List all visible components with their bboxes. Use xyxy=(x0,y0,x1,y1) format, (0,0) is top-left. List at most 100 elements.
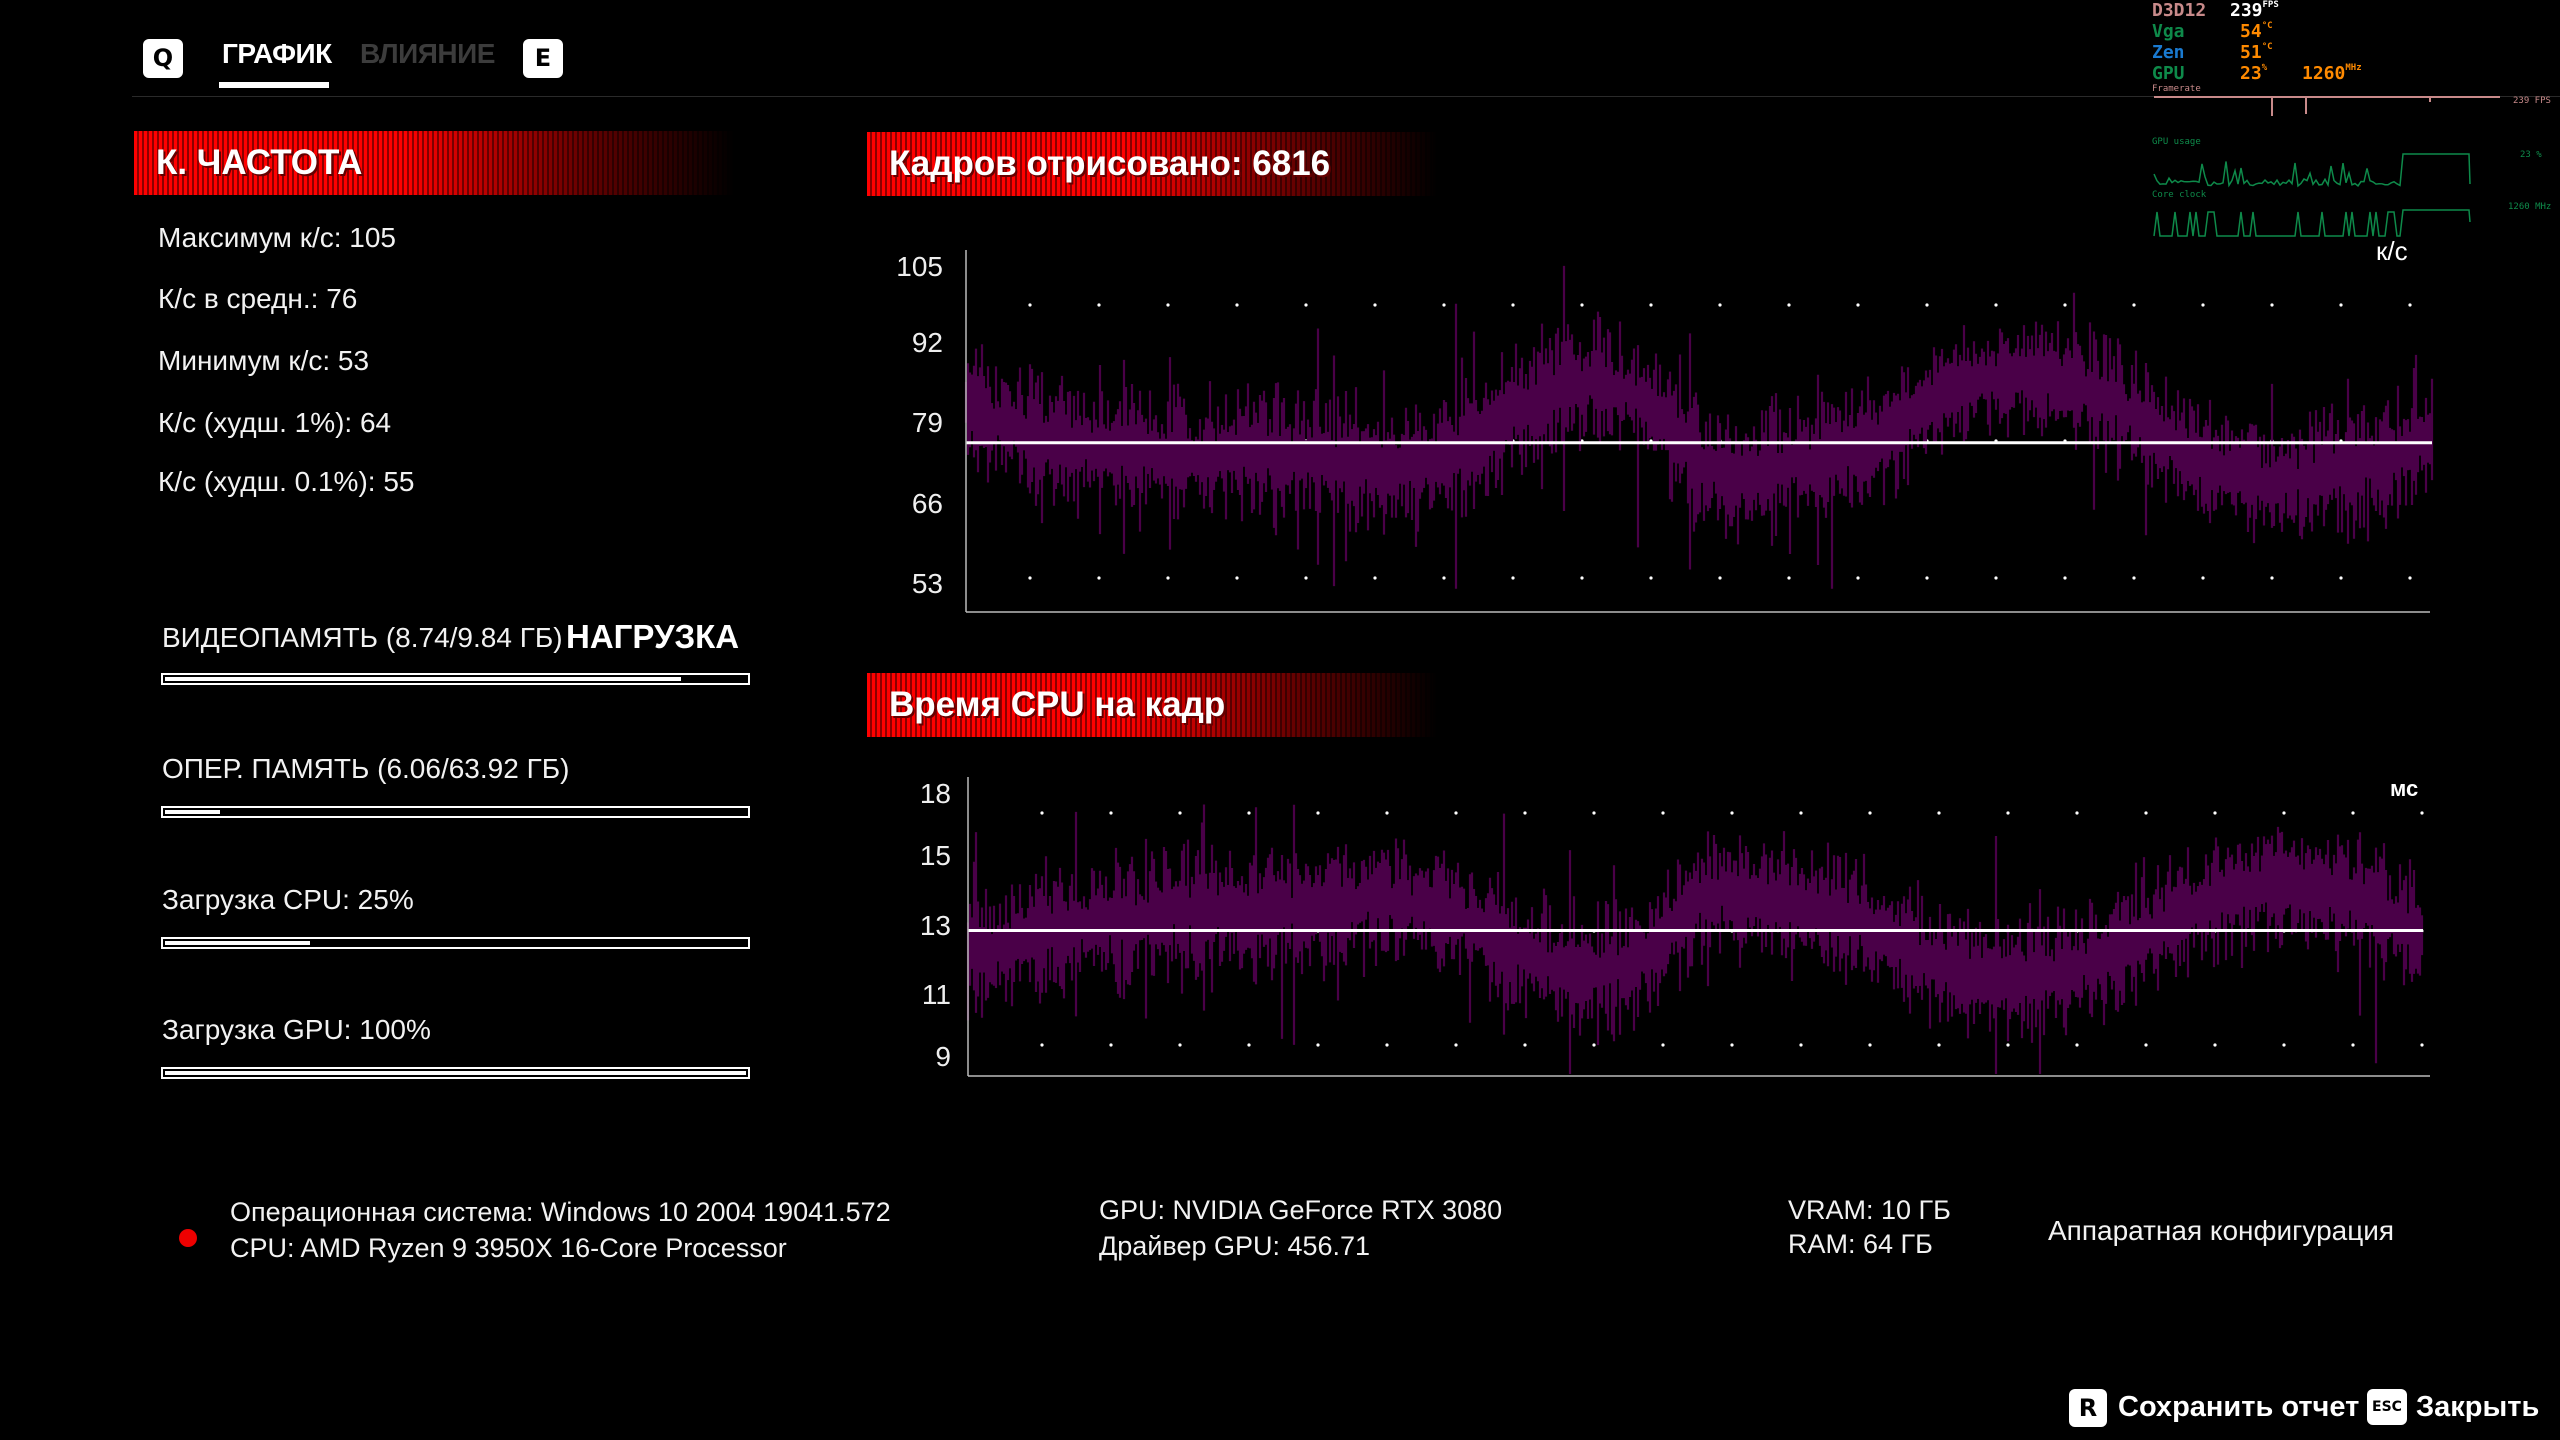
gpu-load-bar-fill xyxy=(165,1071,746,1075)
os-info: Операционная система: Windows 10 2004 19… xyxy=(230,1197,891,1227)
cpu-grid-dot xyxy=(1247,811,1251,815)
prev-tab-key[interactable]: Q xyxy=(143,39,183,78)
osd-core-clock-graph xyxy=(2153,209,2471,237)
fps-grid-dot xyxy=(2408,303,2412,307)
osd-fps: 239FPS xyxy=(2230,0,2279,21)
cpu-grid-dot xyxy=(1592,811,1596,815)
cpu-grid-dot xyxy=(1316,811,1320,815)
cpu-grid-dot xyxy=(2282,1043,2286,1047)
fps-grid-dot xyxy=(1373,303,1377,307)
osd-framerate-label: Framerate xyxy=(2152,84,2201,94)
tab-graph[interactable]: ГРАФИК xyxy=(222,38,332,69)
fps-grid-dot xyxy=(1649,303,1653,307)
status-dot xyxy=(179,1229,197,1247)
gpu-load-label: Загрузка GPU: 100% xyxy=(162,1014,431,1045)
fps-ytick: 105 xyxy=(896,251,943,282)
cpu-grid-dot xyxy=(1385,811,1389,815)
cpu-grid-dot xyxy=(2420,811,2424,815)
fps-grid-dot xyxy=(1856,576,1860,580)
osd-api: D3D12 xyxy=(2152,0,2207,21)
osd-clock-unit: MHz xyxy=(2345,63,2362,73)
fps-grid-dot xyxy=(2132,303,2136,307)
osd-temp-unit: °C xyxy=(2261,21,2273,31)
cpu-grid-dot xyxy=(1523,1043,1527,1047)
fps-grid-dot xyxy=(1373,576,1377,580)
cpu-grid-dot xyxy=(1454,811,1458,815)
fps-grid-dot xyxy=(2270,303,2274,307)
fps-panel-title: К. ЧАСТОТА xyxy=(156,143,363,182)
fps-ytick: 92 xyxy=(911,327,943,358)
cpu-load-label: Загрузка CPU: 25% xyxy=(162,884,414,915)
save-report-key[interactable]: R xyxy=(2069,1389,2107,1427)
cpu-grid-dot xyxy=(2006,811,2010,815)
vram-bar-fill xyxy=(165,677,681,681)
cpu-grid-dot xyxy=(1247,1043,1251,1047)
cpu-grid-dot xyxy=(2006,1043,2010,1047)
cpu-grid-dot xyxy=(1454,1043,1458,1047)
driver-info: Драйвер GPU: 456.71 xyxy=(1099,1231,1371,1261)
save-report-button[interactable]: Сохранить отчет xyxy=(2118,1391,2360,1423)
cpu-grid-dot xyxy=(1730,811,1734,815)
tab-graph-underline xyxy=(219,82,329,88)
fps-grid-dot xyxy=(1442,303,1446,307)
cpu-grid-dot xyxy=(1799,1043,1803,1047)
fps-grid-dot xyxy=(1028,303,1032,307)
cpu-ytick: 18 xyxy=(919,778,951,809)
cpu-grid-dot xyxy=(1592,1043,1596,1047)
fps-grid-dot xyxy=(1718,576,1722,580)
cpu-ytick: 9 xyxy=(935,1041,951,1072)
ram-label: ОПЕР. ПАМЯТЬ (6.06/63.92 ГБ) xyxy=(162,753,570,784)
tab-impact[interactable]: ВЛИЯНИЕ xyxy=(360,38,495,69)
cpu-chart-header: Время CPU на кадр xyxy=(867,673,1437,737)
fps-grid-dot xyxy=(1787,303,1791,307)
close-button[interactable]: Закрыть xyxy=(2416,1391,2540,1423)
fps-grid-dot xyxy=(1235,303,1239,307)
load-title: НАГРУЗКА xyxy=(566,618,740,655)
fps-grid-dot xyxy=(1787,576,1791,580)
gpu-info: GPU: NVIDIA GeForce RTX 3080 xyxy=(1099,1195,1503,1225)
cpu-grid-dot xyxy=(2075,1043,2079,1047)
cpu-grid-dot xyxy=(1661,1043,1665,1047)
ram-bar xyxy=(161,806,750,818)
cpu-ytick: 15 xyxy=(919,840,951,871)
cpu-grid-dot xyxy=(2144,811,2148,815)
osd-graphs xyxy=(2153,96,2500,237)
fps-chart-header: Кадров отрисовано: 6816 xyxy=(867,132,1437,196)
fps-grid-dot xyxy=(2339,303,2343,307)
cpu-grid-dot xyxy=(1730,1043,1734,1047)
hardware-config-link[interactable]: Аппаратная конфигурация xyxy=(2048,1215,2395,1246)
fps-grid-dot xyxy=(1511,303,1515,307)
osd-gpu-clock-value: 1260 xyxy=(2302,63,2346,84)
close-key[interactable]: ESC xyxy=(2367,1389,2407,1425)
cpu-grid-dot xyxy=(1316,1043,1320,1047)
fps-chart xyxy=(964,250,2434,613)
vram-label: ВИДЕОПАМЯТЬ (8.74/9.84 ГБ) xyxy=(162,622,563,653)
fps-unit-label: к/с xyxy=(2376,236,2408,266)
fps-grid-dot xyxy=(1925,303,1929,307)
fps-grid-dot xyxy=(1649,576,1653,580)
osd-gpu-usage: 23% xyxy=(2240,63,2267,84)
cpu-grid-dot xyxy=(2213,1043,2217,1047)
fps-grid-dot xyxy=(2339,576,2343,580)
osd-fps-unit: FPS xyxy=(2262,0,2279,10)
next-tab-key[interactable]: E xyxy=(523,39,563,78)
cpu-ytick: 13 xyxy=(919,910,951,941)
fps-grid-dot xyxy=(2270,576,2274,580)
stat-1pct-low: К/с (худш. 1%): 64 xyxy=(158,407,392,438)
fps-grid-dot xyxy=(2201,303,2205,307)
header-divider xyxy=(132,96,2560,97)
gpu-load-bar xyxy=(161,1067,750,1079)
osd-zen-temp: 51°C xyxy=(2240,42,2273,63)
ram-info: RAM: 64 ГБ xyxy=(1788,1229,1933,1259)
fps-grid-dot xyxy=(1718,303,1722,307)
cpu-grid-dot xyxy=(1799,811,1803,815)
fps-grid-dot xyxy=(2408,576,2412,580)
cpu-ytick: 11 xyxy=(921,979,951,1010)
osd-gpu-label: GPU xyxy=(2152,63,2185,84)
osd-zen-label: Zen xyxy=(2152,42,2185,63)
fps-grid-dot xyxy=(1304,303,1308,307)
vram-info: VRAM: 10 ГБ xyxy=(1788,1195,1951,1225)
fps-grid-dot xyxy=(1994,303,1998,307)
cpu-grid-dot xyxy=(2351,811,2355,815)
vram-bar xyxy=(161,673,750,685)
